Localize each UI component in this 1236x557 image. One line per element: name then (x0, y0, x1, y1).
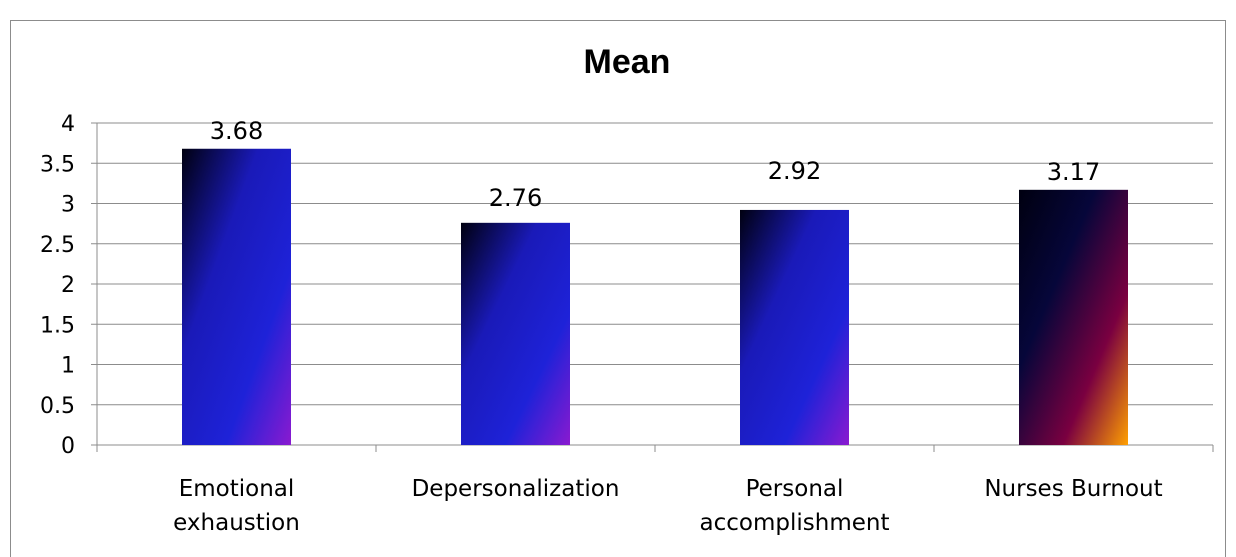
axes: 0 0.5 1 1.5 2 2.5 3 3.5 4 (40, 112, 1214, 459)
category-label: Nurses Burnout (984, 476, 1162, 502)
chart-title: Mean (584, 43, 671, 81)
y-tick-label: 2.5 (40, 233, 75, 258)
bar (461, 222, 570, 445)
y-tick-label: 1 (61, 354, 75, 379)
data-label: 3.68 (210, 117, 263, 145)
y-tick-label: 1.5 (40, 313, 75, 338)
bars (182, 148, 1128, 445)
y-tick-label: 0 (61, 434, 75, 459)
y-tick-label: 2 (61, 273, 75, 298)
category-label: Emotional (179, 476, 295, 502)
bar (740, 209, 849, 445)
category-label: Depersonalization (412, 476, 620, 502)
y-tick-label: 4 (61, 112, 75, 137)
category-labels: Emotional exhaustion Depersonalization Pers… (173, 476, 1162, 536)
y-tick-label: 0.5 (40, 394, 75, 419)
data-labels: 3.68 2.76 2.92 3.17 (210, 117, 1100, 212)
category-label: Personal (746, 476, 844, 502)
bar (1019, 189, 1128, 445)
category-label: accomplishment (700, 510, 890, 536)
data-label: 2.76 (489, 184, 542, 212)
y-tick-label: 3 (61, 193, 75, 218)
y-tick-label: 3.5 (40, 152, 75, 177)
category-label: exhaustion (173, 510, 300, 536)
data-label: 2.92 (768, 157, 821, 185)
bar (182, 148, 291, 445)
data-label: 3.17 (1047, 158, 1100, 186)
